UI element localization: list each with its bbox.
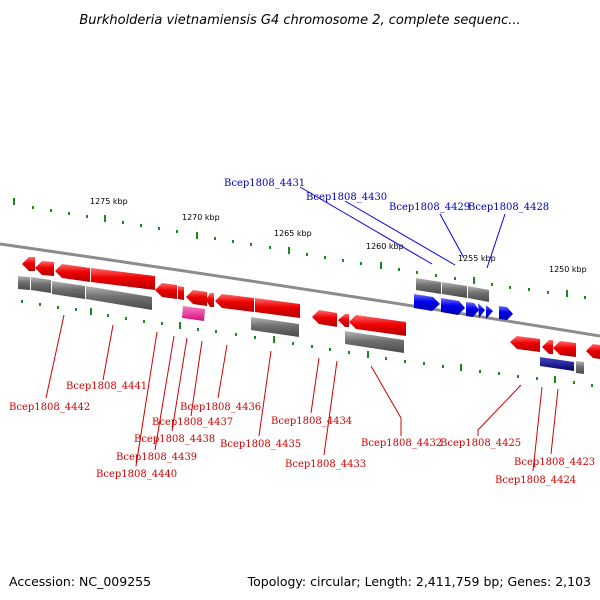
gene-label[interactable]: Bcep1808_4431 bbox=[224, 178, 305, 189]
gene-arrow-4435[interactable] bbox=[255, 298, 300, 318]
callout-line-4438 bbox=[171, 337, 188, 432]
gene-arrow[interactable] bbox=[91, 268, 155, 290]
gene-arrow-4441a[interactable] bbox=[35, 261, 54, 276]
callout-line-4441 bbox=[102, 324, 114, 381]
scale-label: 1265 kbp bbox=[274, 229, 312, 238]
scale-label: 1255 kbp bbox=[458, 254, 496, 263]
gene-label[interactable]: Bcep1808_4430 bbox=[306, 192, 387, 203]
gene-bar[interactable] bbox=[345, 331, 404, 353]
lower-gene-labels: Bcep1808_4442 Bcep1808_4441 Bcep1808_444… bbox=[9, 381, 595, 486]
gene-arrow-4430[interactable] bbox=[441, 298, 465, 315]
gene-arrow-4436[interactable] bbox=[215, 294, 254, 312]
gene-arrow-4434[interactable] bbox=[312, 310, 337, 327]
scale-label: 1270 kbp bbox=[182, 213, 220, 222]
rna-feature[interactable] bbox=[182, 306, 205, 321]
callout-line-4435 bbox=[258, 350, 272, 437]
callout-line-4433 bbox=[323, 360, 338, 456]
gene-label[interactable]: Bcep1808_4424 bbox=[495, 475, 576, 486]
map-title: Burkholderia vietnamiensis G4 chromosome… bbox=[79, 13, 520, 28]
gene-arrow-4440[interactable] bbox=[155, 283, 177, 299]
gene-label[interactable]: Bcep1808_4438 bbox=[134, 434, 215, 445]
inner-scale-track bbox=[21, 300, 593, 387]
gene-arrow-4433[interactable] bbox=[338, 314, 349, 327]
callout-line-4440 bbox=[135, 331, 158, 467]
gene-arrow-4439[interactable] bbox=[178, 286, 184, 300]
gene-bar[interactable] bbox=[18, 276, 30, 290]
reverse-strand-features bbox=[18, 257, 600, 374]
accession-text: Accession: NC_009255 bbox=[9, 574, 151, 589]
scale-label: 1275 kbp bbox=[90, 197, 128, 206]
gene-arrow-4425[interactable] bbox=[510, 336, 540, 352]
gene-label[interactable]: Bcep1808_4437 bbox=[152, 417, 233, 428]
gene-label[interactable]: Bcep1808_4441 bbox=[66, 381, 147, 392]
callout-line-4430 bbox=[344, 200, 456, 266]
scale-labels: 1275 kbp 1270 kbp 1265 kbp 1260 kbp 1255… bbox=[90, 197, 587, 274]
gene-label[interactable]: Bcep1808_4440 bbox=[96, 469, 177, 480]
callout-line-4431 bbox=[299, 186, 433, 265]
gene-label[interactable]: Bcep1808_4428 bbox=[468, 202, 549, 213]
gene-arrow-4437[interactable] bbox=[206, 293, 214, 307]
gene-label[interactable]: Bcep1808_4434 bbox=[271, 416, 352, 427]
gene-arrow[interactable] bbox=[586, 344, 600, 359]
gene-label[interactable]: Bcep1808_4432 bbox=[361, 438, 442, 449]
gene-label[interactable]: Bcep1808_4429 bbox=[389, 202, 470, 213]
upper-gene-labels: Bcep1808_4431 Bcep1808_4430 Bcep1808_442… bbox=[224, 178, 549, 213]
gene-arrow-4442[interactable] bbox=[22, 257, 35, 271]
gene-label[interactable]: Bcep1808_4433 bbox=[285, 459, 366, 470]
gene-arrow-4423[interactable] bbox=[553, 341, 576, 357]
gene-bar[interactable] bbox=[576, 361, 584, 374]
upper-callouts bbox=[299, 186, 506, 269]
forward-strand-features bbox=[414, 278, 513, 320]
gene-label[interactable]: Bcep1808_4425 bbox=[440, 438, 521, 449]
gene-arrow[interactable] bbox=[499, 306, 513, 320]
topology-text: Topology: circular; Length: 2,411,759 bp… bbox=[247, 574, 591, 589]
callout-line-4424 bbox=[532, 386, 543, 472]
gene-arrow-4438[interactable] bbox=[186, 290, 207, 306]
gene-arrow-4432[interactable] bbox=[349, 315, 406, 336]
gene-arrow-4428a[interactable] bbox=[478, 303, 485, 318]
callout-line-4425 bbox=[477, 384, 522, 436]
callout-line-4439 bbox=[154, 335, 175, 451]
outer-scale-track bbox=[13, 198, 586, 299]
gene-bar[interactable] bbox=[52, 281, 85, 299]
gene-label[interactable]: Bcep1808_4436 bbox=[180, 402, 261, 413]
gene-label[interactable]: Bcep1808_4435 bbox=[220, 439, 301, 450]
gene-bar[interactable] bbox=[251, 317, 299, 337]
gene-bar[interactable] bbox=[31, 277, 51, 293]
callout-line-4434 bbox=[310, 357, 320, 414]
callout-line-4429 bbox=[439, 213, 465, 259]
scale-label: 1250 kbp bbox=[549, 265, 587, 274]
callout-line-4442 bbox=[45, 314, 65, 399]
gene-label[interactable]: Bcep1808_4439 bbox=[116, 452, 197, 463]
gene-arrow-4429[interactable] bbox=[466, 302, 479, 317]
gene-arrow[interactable] bbox=[468, 286, 489, 302]
chromosome-backbone bbox=[0, 242, 600, 338]
gene-arrow[interactable] bbox=[442, 282, 467, 298]
callout-line-4423 bbox=[550, 388, 559, 455]
gene-arrow-4424[interactable] bbox=[542, 340, 553, 354]
gene-arrow-4441b[interactable] bbox=[55, 264, 90, 282]
gene-arrow-4431[interactable] bbox=[414, 294, 440, 311]
rna-feature[interactable] bbox=[540, 357, 574, 371]
callout-line-4436 bbox=[217, 344, 228, 399]
callout-line-4428 bbox=[486, 213, 506, 269]
callout-line-4437 bbox=[190, 340, 203, 417]
gene-label[interactable]: Bcep1808_4423 bbox=[514, 457, 595, 468]
gene-arrow[interactable] bbox=[416, 278, 441, 294]
lower-callouts bbox=[45, 314, 559, 472]
gene-bar[interactable] bbox=[86, 286, 152, 310]
scale-label: 1260 kbp bbox=[366, 242, 404, 251]
gene-label[interactable]: Bcep1808_4442 bbox=[9, 402, 90, 413]
callout-line-4432 bbox=[370, 365, 402, 436]
gene-arrow-4428b[interactable] bbox=[486, 305, 493, 319]
